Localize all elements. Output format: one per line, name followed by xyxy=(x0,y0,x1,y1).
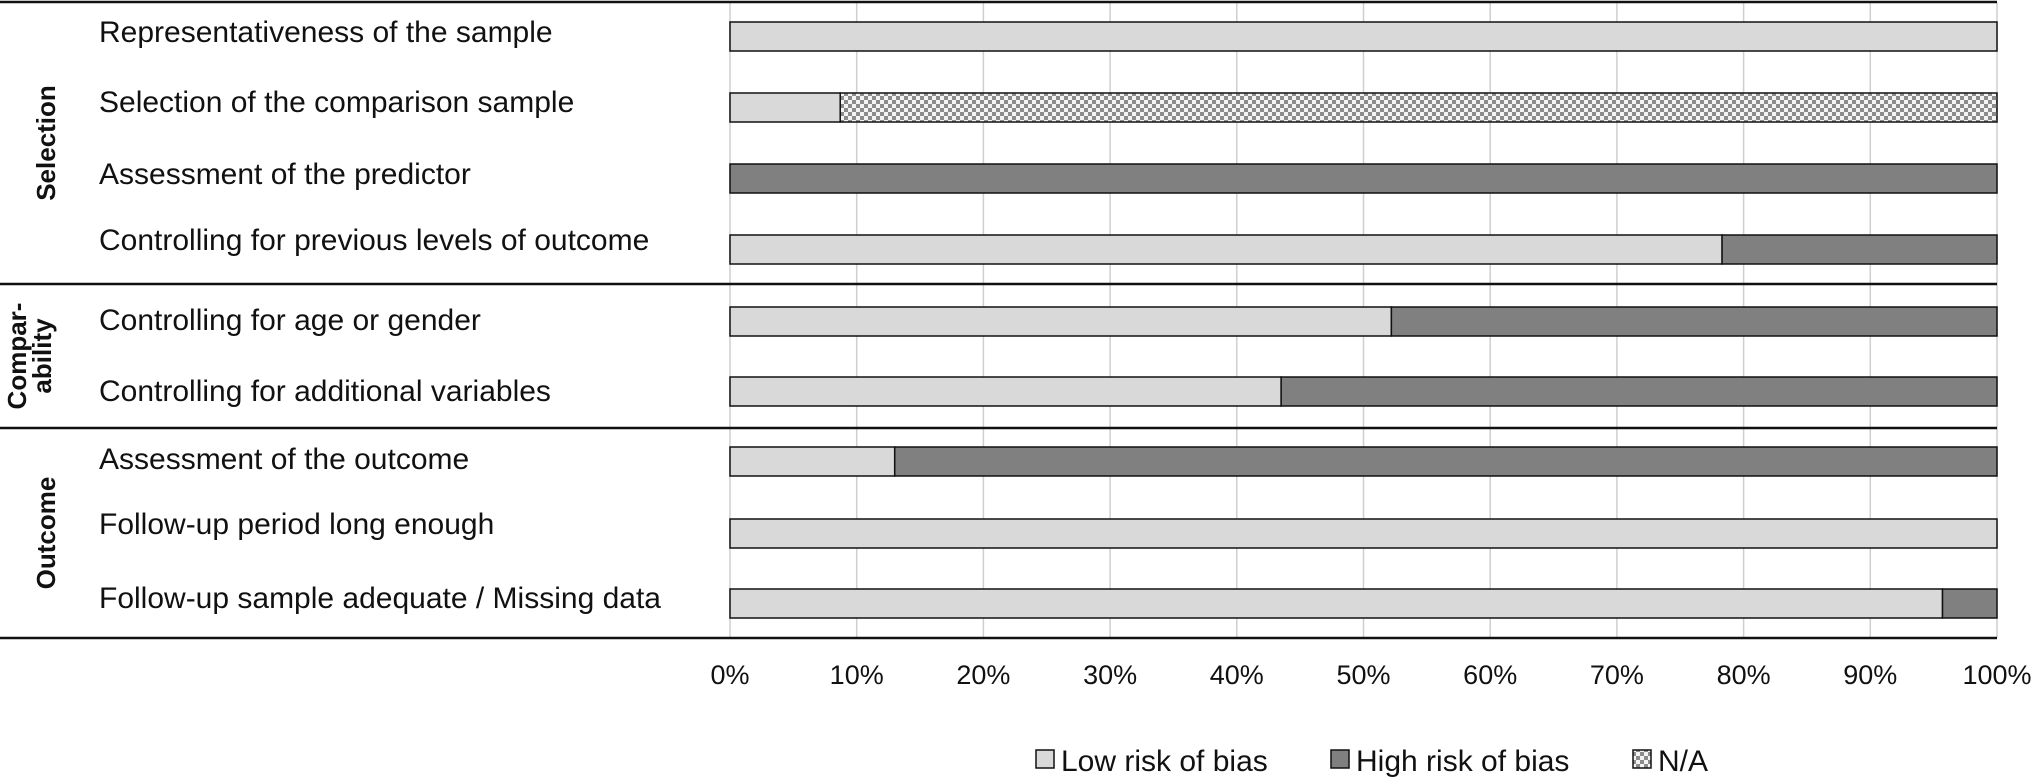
x-tick-label: 40% xyxy=(1210,660,1264,690)
legend-swatch xyxy=(1035,749,1055,769)
group-label-line: ability xyxy=(27,318,57,394)
bar-segment-high-risk-of-bias xyxy=(729,163,1998,194)
x-tick-label: 70% xyxy=(1590,660,1644,690)
group-label-line: Outcome xyxy=(31,477,61,590)
bar-segment-high-risk-of-bias xyxy=(1280,376,1998,407)
bar-segment-n-a xyxy=(839,92,1998,123)
x-tick-label: 90% xyxy=(1843,660,1897,690)
bar-segment-low-risk-of-bias xyxy=(729,306,1393,337)
bar-segment-high-risk-of-bias xyxy=(893,446,1998,477)
legend-label: High risk of bias xyxy=(1356,745,1569,778)
x-tick-label: 80% xyxy=(1717,660,1771,690)
row-label: Controlling for age or gender xyxy=(99,304,481,337)
group-label-0: Selection xyxy=(31,85,61,201)
bar-segment-high-risk-of-bias xyxy=(1721,234,1998,265)
row-label: Representativeness of the sample xyxy=(99,16,553,49)
row-labels: Representativeness of the sample Selectio… xyxy=(99,16,661,615)
bar-segment-low-risk-of-bias xyxy=(729,518,1998,549)
bar-segment-low-risk-of-bias xyxy=(729,376,1282,407)
bar-segment-low-risk-of-bias xyxy=(729,234,1723,265)
group-labels: Selection Compar-ability Outcome xyxy=(2,85,61,589)
row-label: Controlling for previous levels of outco… xyxy=(99,224,649,257)
bar-segment-high-risk-of-bias xyxy=(1390,306,1998,337)
bar-segment-low-risk-of-bias xyxy=(729,21,1998,52)
x-tick-label: 0% xyxy=(710,660,749,690)
legend-swatch xyxy=(1632,749,1652,769)
row-label: Assessment of the outcome xyxy=(99,443,469,476)
x-tick-label: 60% xyxy=(1463,660,1517,690)
bar-segment-low-risk-of-bias xyxy=(729,446,896,477)
bar-segment-high-risk-of-bias xyxy=(1941,588,1998,619)
row-label: Controlling for additional variables xyxy=(99,375,551,408)
row-label: Follow-up sample adequate / Missing data xyxy=(99,582,661,615)
x-tick-label: 100% xyxy=(1962,660,2031,690)
bar-segment-low-risk-of-bias xyxy=(729,588,1944,619)
bars xyxy=(729,21,1998,619)
legend-label: N/A xyxy=(1658,745,1708,778)
row-label: Selection of the comparison sample xyxy=(99,86,574,119)
group-separators xyxy=(0,0,1997,640)
legend-swatch xyxy=(1330,749,1350,769)
x-tick-label: 20% xyxy=(956,660,1010,690)
group-label-line: Selection xyxy=(31,85,61,201)
group-label-1: Compar-ability xyxy=(2,303,57,410)
x-tick-label: 10% xyxy=(830,660,884,690)
legend: Low risk of bias High risk of bias N/A xyxy=(1035,745,1708,778)
group-label-line: Compar- xyxy=(2,303,32,410)
x-tick-label: 30% xyxy=(1083,660,1137,690)
bar-segment-low-risk-of-bias xyxy=(729,92,841,123)
group-label-2: Outcome xyxy=(31,477,61,590)
legend-label: Low risk of bias xyxy=(1061,745,1268,778)
row-label: Follow-up period long enough xyxy=(99,508,494,541)
x-axis-ticks: 0% 10% 20% 30% 40% 50% 60% 70% 80% 90% 100% xyxy=(710,660,2031,690)
row-label: Assessment of the predictor xyxy=(99,158,471,191)
x-tick-label: 50% xyxy=(1336,660,1390,690)
